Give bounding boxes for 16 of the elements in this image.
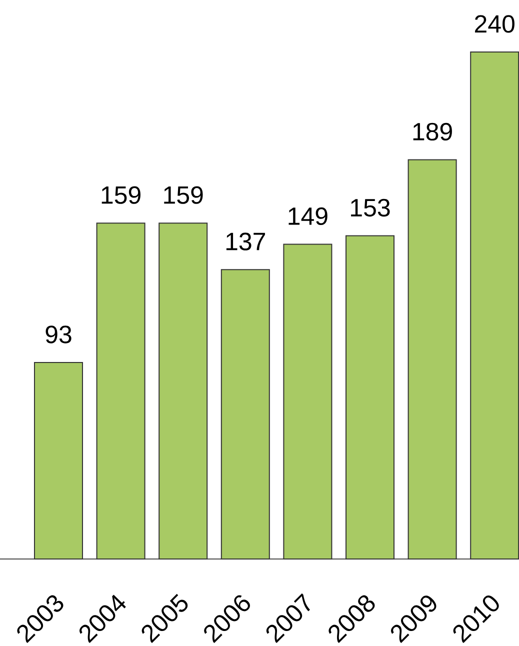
bar (408, 159, 457, 560)
data-label: 93 (46, 326, 72, 344)
bar (96, 222, 146, 560)
data-label: 159 (102, 186, 140, 204)
data-label: 240 (474, 15, 514, 33)
bar (283, 244, 332, 560)
bar (158, 222, 208, 560)
data-label: 159 (164, 186, 203, 204)
data-label: 149 (288, 207, 328, 226)
bar (470, 51, 519, 560)
bar (346, 235, 394, 560)
data-label: 137 (226, 232, 265, 250)
bar (34, 362, 83, 560)
bar (220, 269, 270, 560)
data-label: 153 (351, 198, 390, 217)
data-label: 189 (413, 122, 452, 141)
